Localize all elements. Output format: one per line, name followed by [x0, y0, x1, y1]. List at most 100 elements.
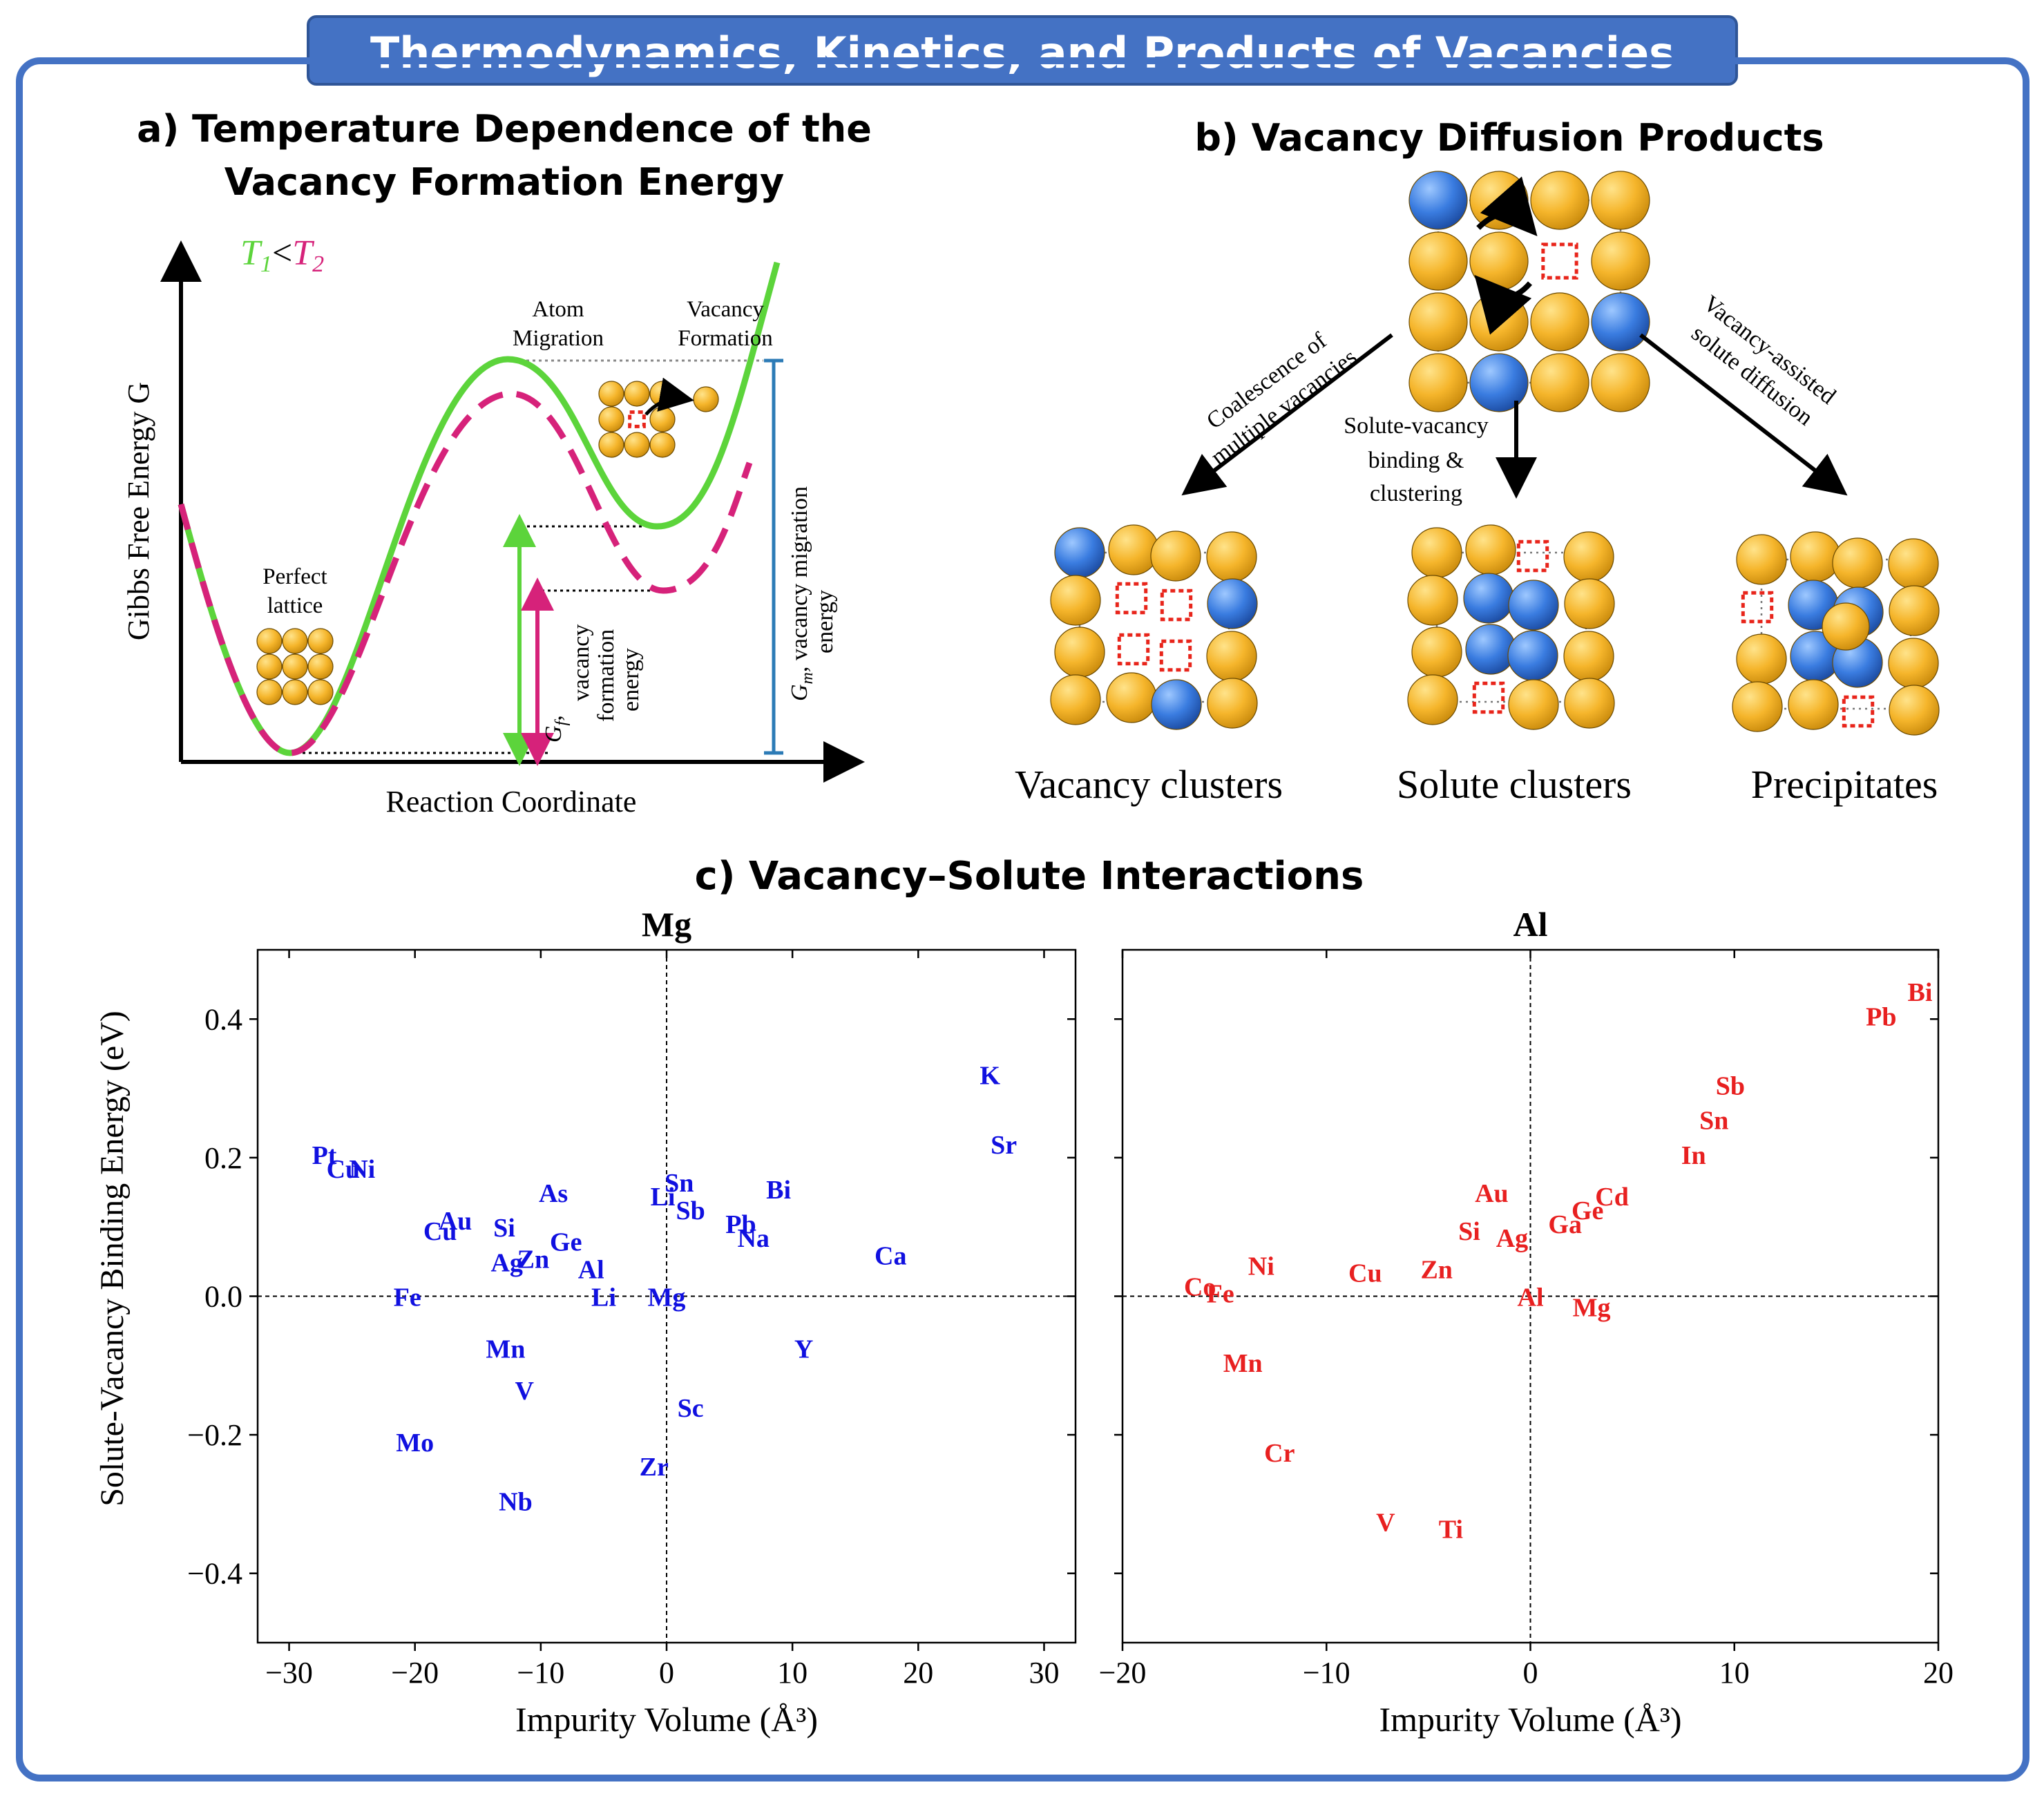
data-point-cu: Cu	[327, 1155, 361, 1184]
data-point-mn: Mn	[486, 1335, 525, 1364]
panel-a-dotted-guides	[290, 359, 763, 754]
gm-bracket	[764, 359, 783, 755]
data-point-au: Au	[1475, 1179, 1509, 1208]
data-point-mg: Mg	[648, 1283, 686, 1312]
svg-text:Gf,: Gf,	[541, 715, 571, 743]
vacancy-cluster-lattice	[1050, 524, 1258, 730]
data-point-si: Si	[493, 1214, 515, 1243]
x-tick-label: −30	[265, 1656, 313, 1690]
host-atom	[1408, 292, 1468, 352]
x-tick-label: −10	[1303, 1656, 1350, 1690]
perfect-lattice-label-1: Perfect	[262, 564, 327, 589]
svg-text:Gm, vacancy migration: Gm, vacancy migration	[787, 486, 816, 701]
data-point-zn: Zn	[1420, 1255, 1452, 1284]
banner-title: Thermodynamics, Kinetics, and Products o…	[370, 28, 1675, 78]
host-atom	[1591, 353, 1650, 412]
host-atom	[1465, 524, 1516, 575]
host-atom	[1411, 627, 1462, 678]
host-atom	[256, 679, 283, 705]
data-point-k: K	[980, 1062, 1000, 1091]
host-atom	[1888, 638, 1939, 689]
data-point-au: Au	[439, 1207, 472, 1236]
mg-scatter-chart: Mg −30 −20 −10 0 10 20 30 0.4 0.2 0.0 −0.2 −0.4 Impur…	[187, 905, 1077, 1739]
vacancy-site	[1159, 639, 1192, 672]
data-point-cu: Cu	[1348, 1259, 1382, 1288]
vacancy-formation-label-1: Vacancy	[687, 297, 764, 322]
host-atom	[307, 679, 334, 705]
panel-c: c) Vacancy–Solute Interactions Solute-Va…	[94, 854, 1954, 1739]
solute-atom	[1054, 527, 1105, 578]
data-point-mg: Mg	[1573, 1294, 1611, 1323]
migrating-atom	[693, 386, 719, 412]
lattice-guide	[1078, 551, 1230, 703]
host-atom	[256, 628, 283, 654]
host-atom	[1889, 585, 1940, 636]
vacancy-site	[1115, 582, 1148, 615]
host-atom	[1408, 353, 1468, 412]
data-point-ge: Ge	[550, 1227, 582, 1257]
host-atom	[1530, 292, 1589, 352]
vacancy-site	[1117, 633, 1150, 666]
host-atom	[1407, 674, 1458, 725]
legend-t1: T	[240, 233, 262, 273]
perfect-lattice-label-2: lattice	[267, 593, 323, 618]
panel-a: a) Temperature Dependence of the Vacancy…	[122, 107, 872, 819]
data-point-sn: Sn	[665, 1169, 694, 1198]
host-atom	[1591, 171, 1650, 230]
host-atom	[1407, 575, 1458, 626]
y-tick-label: 0.2	[204, 1141, 242, 1175]
data-point-in: In	[1681, 1141, 1706, 1170]
panel-a-title-line1: a) Temperature Dependence of the	[137, 107, 872, 151]
data-point-pb: Pb	[725, 1210, 756, 1239]
data-point-ca: Ca	[875, 1241, 906, 1270]
data-point-bi: Bi	[766, 1176, 791, 1205]
data-point-zr: Zr	[640, 1453, 669, 1482]
y-tick-label: −0.4	[187, 1557, 242, 1591]
host-atom	[598, 432, 624, 458]
host-atom	[1832, 537, 1883, 589]
vacancy-formation-mini-lattice	[598, 381, 719, 458]
data-point-as: As	[539, 1179, 568, 1208]
host-atom	[1150, 531, 1201, 582]
x-tick-label: −10	[517, 1656, 564, 1690]
solute-clusters-label: Solute clusters	[1397, 762, 1632, 807]
panel-a-xlabel: Reaction Coordinate	[386, 785, 637, 819]
host-atom	[1732, 681, 1783, 732]
host-atom	[256, 653, 283, 680]
x-tick-label: 30	[1029, 1656, 1059, 1690]
host-atom	[1564, 678, 1615, 729]
panel-c-ylabel: Solute-Vacancy Binding Energy (eV)	[94, 1011, 131, 1507]
host-atom	[1408, 231, 1468, 291]
data-point-pt: Pt	[312, 1141, 337, 1170]
data-point-cu: Cu	[423, 1217, 457, 1246]
chart-title: Al	[1513, 905, 1548, 944]
x-tick-label: 20	[1923, 1656, 1954, 1690]
host-atom	[1469, 292, 1529, 352]
panel-b: b) Vacancy Diffusion Products Coalescenc…	[1015, 116, 1940, 807]
solute-atom	[1151, 679, 1202, 730]
data-point-mo: Mo	[396, 1429, 434, 1458]
gf-label: Gf,	[541, 715, 571, 743]
solute-atom	[1207, 578, 1258, 629]
host-atom	[282, 679, 308, 705]
vacancy-site	[1842, 695, 1875, 728]
data-point-co: Co	[1184, 1272, 1216, 1301]
chart-title: Mg	[642, 905, 691, 944]
title-banner: Thermodynamics, Kinetics, and Products o…	[307, 15, 1738, 86]
data-point-ni: Ni	[349, 1155, 375, 1184]
data-point-sc: Sc	[678, 1394, 704, 1423]
host-atom	[1050, 575, 1101, 626]
host-atom	[1411, 527, 1462, 578]
host-atom	[282, 653, 308, 680]
data-point-sb: Sb	[1716, 1072, 1745, 1101]
mini-migration-arrow	[644, 377, 694, 416]
solute-cluster-lattice	[1407, 524, 1615, 730]
host-atom	[649, 432, 676, 458]
host-atom	[1108, 524, 1159, 575]
precipitate-lattice	[1732, 531, 1940, 736]
y-tick-label: −0.2	[187, 1418, 242, 1452]
legend-t2: T	[292, 233, 314, 273]
host-atom	[1054, 627, 1105, 678]
data-point-al: Al	[1518, 1283, 1544, 1312]
